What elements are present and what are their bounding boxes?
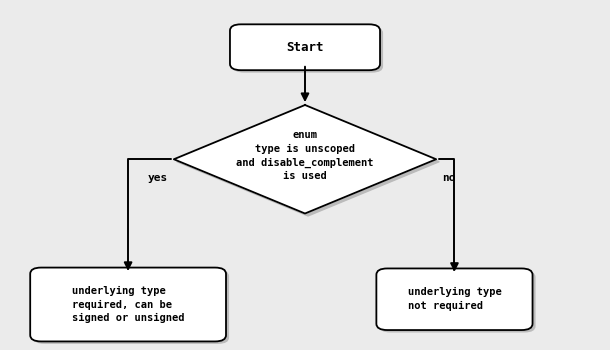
Polygon shape [177,107,439,216]
Text: enum
type is unscoped
and disable_complement
is used: enum type is unscoped and disable_comple… [236,130,374,181]
FancyBboxPatch shape [379,271,536,332]
FancyBboxPatch shape [34,270,229,344]
Text: yes: yes [148,173,168,183]
Text: Start: Start [286,41,324,54]
FancyBboxPatch shape [376,268,533,330]
Text: underlying type
required, can be
signed or unsigned: underlying type required, can be signed … [72,286,184,323]
Text: underlying type
not required: underlying type not required [407,287,501,311]
FancyBboxPatch shape [30,267,226,342]
Text: no: no [442,173,456,183]
Polygon shape [174,105,436,214]
FancyBboxPatch shape [233,27,383,73]
FancyBboxPatch shape [230,25,380,70]
